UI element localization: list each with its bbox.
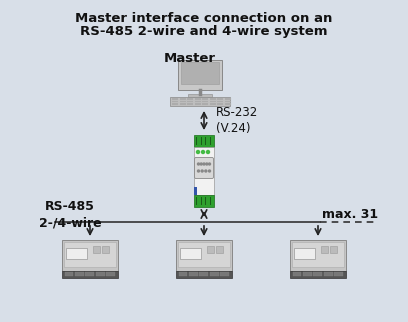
Circle shape — [200, 163, 202, 165]
Bar — [188, 94, 212, 97]
Bar — [321, 246, 328, 253]
Bar — [172, 100, 178, 102]
Bar — [209, 100, 215, 102]
Bar — [330, 246, 337, 253]
Text: Master interface connection on an: Master interface connection on an — [75, 12, 333, 25]
Bar — [194, 147, 214, 195]
Bar — [202, 103, 208, 105]
Bar — [172, 103, 178, 105]
Bar — [96, 272, 104, 276]
Bar — [172, 98, 178, 100]
Bar — [292, 242, 344, 267]
Bar — [176, 271, 232, 278]
Bar — [180, 248, 201, 259]
Circle shape — [203, 163, 205, 165]
FancyBboxPatch shape — [195, 157, 213, 178]
Bar — [217, 100, 223, 102]
Bar — [93, 246, 100, 253]
Bar — [178, 60, 222, 90]
Bar — [313, 272, 322, 276]
Circle shape — [205, 170, 207, 172]
Text: RS-232
(V.24): RS-232 (V.24) — [216, 106, 258, 135]
Circle shape — [201, 170, 203, 172]
Bar — [187, 103, 193, 105]
Bar — [180, 100, 186, 102]
Text: Master: Master — [164, 52, 216, 65]
Bar — [75, 272, 84, 276]
Text: max. 31: max. 31 — [322, 208, 378, 221]
Bar — [187, 98, 193, 100]
Bar — [176, 240, 232, 271]
Bar — [217, 103, 223, 105]
Bar — [62, 271, 118, 278]
Circle shape — [197, 170, 200, 172]
Bar — [220, 272, 229, 276]
Bar — [216, 246, 223, 253]
Bar — [62, 240, 118, 271]
Bar — [194, 135, 214, 147]
Bar — [187, 100, 193, 102]
Bar — [207, 246, 214, 253]
Bar — [202, 100, 208, 102]
Circle shape — [202, 150, 204, 154]
Circle shape — [206, 163, 208, 165]
Bar — [199, 272, 208, 276]
Circle shape — [197, 163, 200, 165]
Bar — [294, 248, 315, 259]
Bar — [64, 272, 73, 276]
Bar — [179, 272, 187, 276]
Bar — [324, 272, 333, 276]
Bar — [180, 98, 186, 100]
Bar — [178, 242, 230, 267]
Bar — [85, 272, 94, 276]
Bar — [290, 271, 346, 278]
Bar — [224, 103, 231, 105]
Bar — [194, 195, 214, 207]
Text: RS-485
2-/4-wire: RS-485 2-/4-wire — [39, 200, 101, 229]
Bar — [170, 97, 230, 106]
Bar — [195, 103, 200, 105]
Bar — [195, 98, 200, 100]
Bar — [194, 187, 197, 195]
Bar — [224, 98, 231, 100]
Bar — [106, 272, 115, 276]
Text: RS-485 2-wire and 4-wire system: RS-485 2-wire and 4-wire system — [80, 25, 328, 38]
Bar — [189, 272, 198, 276]
Bar — [66, 248, 87, 259]
Bar — [217, 98, 223, 100]
Circle shape — [208, 170, 211, 172]
Bar — [202, 98, 208, 100]
Bar — [290, 240, 346, 271]
Bar — [102, 246, 109, 253]
Bar — [210, 272, 219, 276]
Circle shape — [206, 150, 209, 154]
Bar — [181, 62, 219, 84]
Bar — [293, 272, 302, 276]
Bar — [303, 272, 312, 276]
Bar — [334, 272, 343, 276]
Circle shape — [197, 150, 200, 154]
Bar — [195, 100, 200, 102]
Circle shape — [208, 163, 211, 165]
Bar — [209, 98, 215, 100]
Bar — [224, 100, 231, 102]
Bar — [209, 103, 215, 105]
Bar — [180, 103, 186, 105]
Bar — [64, 242, 116, 267]
